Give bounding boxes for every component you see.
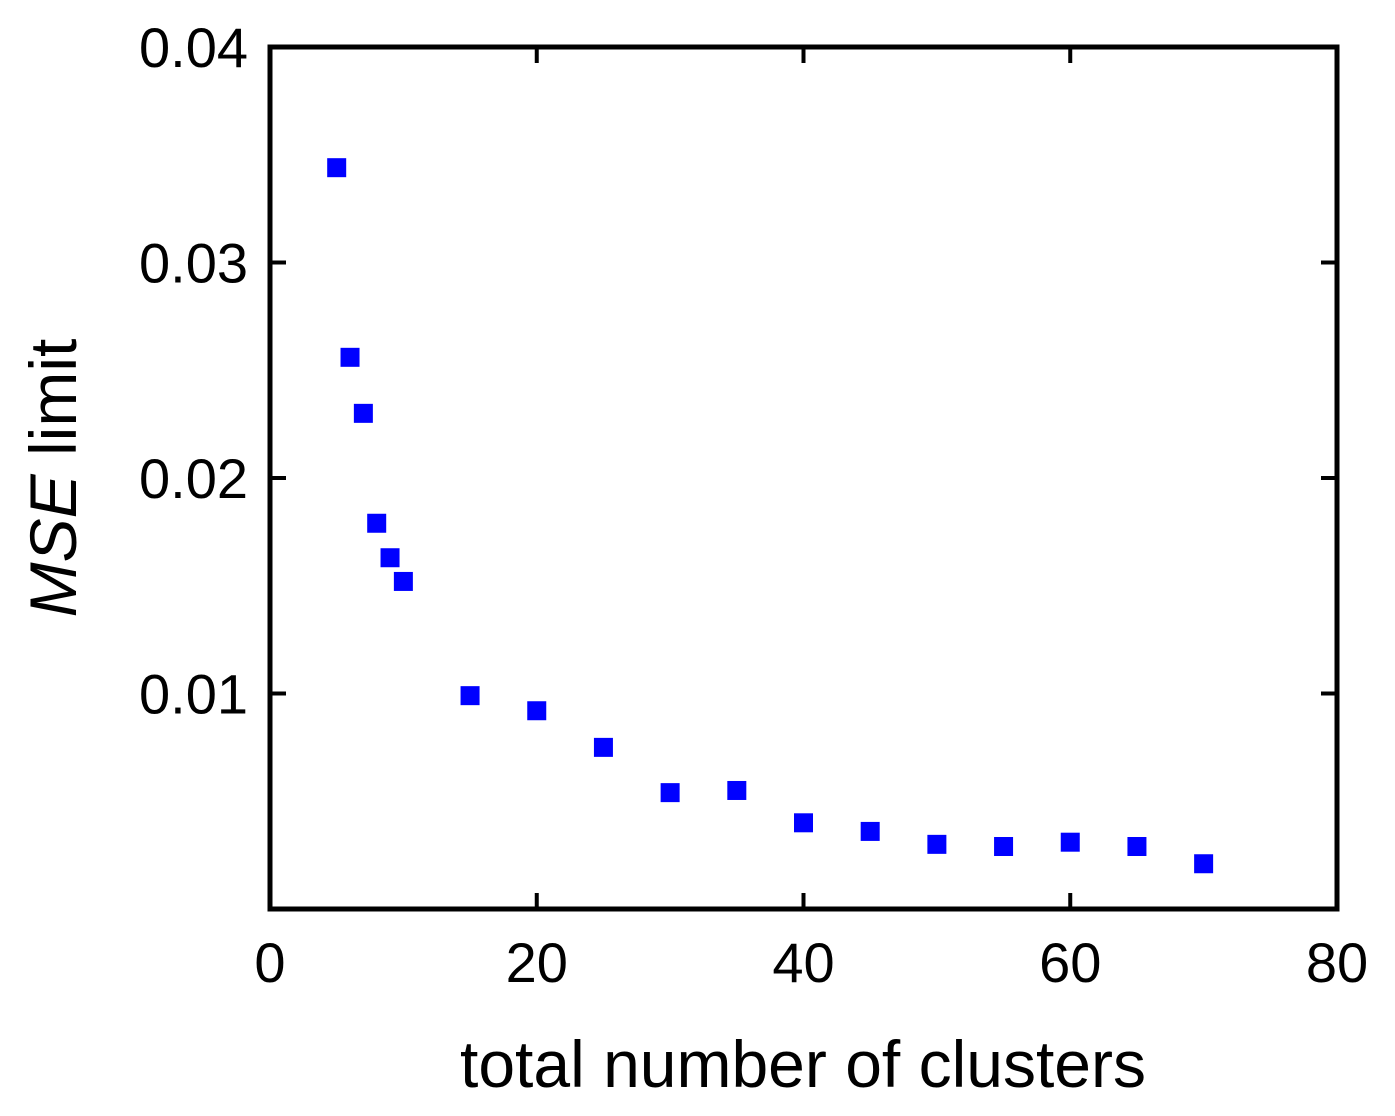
data-point xyxy=(794,813,813,833)
x-tick-label: 60 xyxy=(1039,931,1101,994)
x-tick-label: 80 xyxy=(1306,931,1368,994)
data-point xyxy=(660,783,680,803)
data-point xyxy=(860,821,880,841)
data-points xyxy=(327,158,1214,874)
data-point xyxy=(1127,837,1147,857)
data-point xyxy=(393,571,413,591)
y-axis-title: MSE limit xyxy=(16,339,90,618)
data-point xyxy=(994,837,1014,857)
y-tick-label: 0.04 xyxy=(139,16,248,79)
data-point xyxy=(1194,854,1214,874)
data-point xyxy=(460,686,480,706)
data-point xyxy=(927,834,947,854)
data-point xyxy=(327,158,347,178)
data-point xyxy=(340,347,360,367)
tick-labels: 0 20 40 60 80 0.01 0.02 0.03 0.04 xyxy=(139,16,1368,994)
y-tick-label: 0.03 xyxy=(139,232,248,295)
data-point xyxy=(353,403,373,423)
plot-frame xyxy=(267,44,1340,912)
data-point xyxy=(380,548,400,568)
x-tick-label: 0 xyxy=(254,931,285,994)
y-tick-label: 0.02 xyxy=(139,447,248,510)
data-point xyxy=(593,737,613,757)
data-point xyxy=(527,701,547,721)
y-axis-title-rest: limit xyxy=(16,339,90,475)
y-axis-title-italic: MSE xyxy=(16,473,90,617)
data-point xyxy=(1060,832,1080,852)
data-point xyxy=(727,780,747,800)
axis-ticks xyxy=(268,45,1339,909)
x-tick-label: 20 xyxy=(506,931,568,994)
x-tick-label: 40 xyxy=(772,931,834,994)
y-tick-label: 0.01 xyxy=(139,663,248,726)
x-axis-title: total number of clusters xyxy=(460,1027,1146,1101)
data-point xyxy=(367,513,387,533)
